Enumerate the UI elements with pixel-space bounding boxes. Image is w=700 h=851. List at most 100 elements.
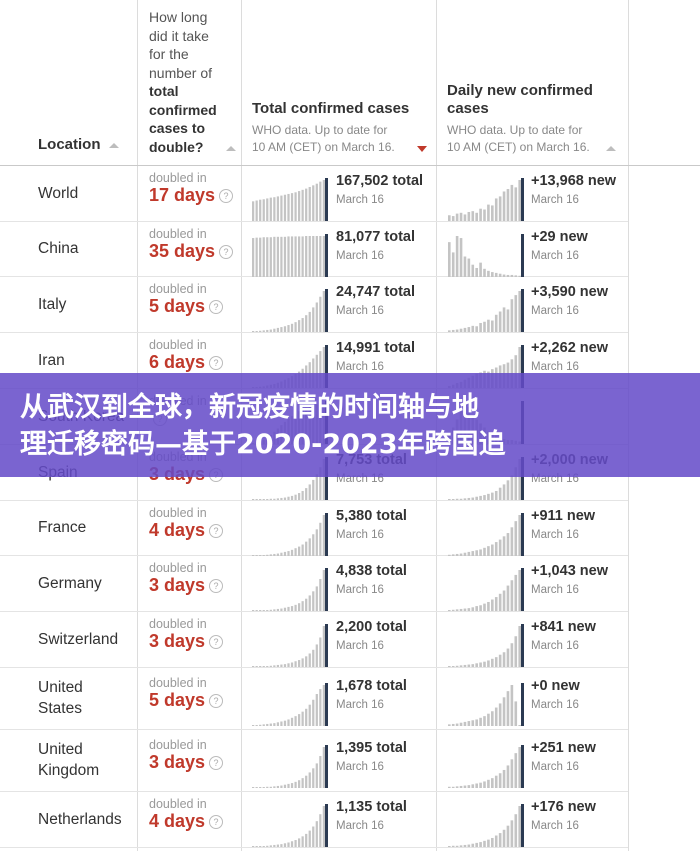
sparkline-bar bbox=[315, 821, 318, 847]
total-cases-sparkline bbox=[252, 512, 328, 556]
sparkline-bar bbox=[451, 845, 455, 847]
sparkline-bar bbox=[463, 785, 467, 788]
sparkline-bar bbox=[451, 666, 455, 667]
doubled-in-label: doubled in bbox=[149, 738, 207, 752]
sparkline-bar bbox=[467, 785, 471, 788]
sparkline-bar bbox=[273, 723, 276, 726]
sparkline-bar bbox=[506, 309, 510, 332]
daily-new-column-header[interactable]: Daily new confirmed bbox=[447, 82, 593, 99]
sparkline-bar bbox=[308, 704, 311, 726]
sparkline-bar bbox=[463, 721, 467, 726]
table-row[interactable]: France doubled in 4 days? 5,380 total March … bbox=[0, 500, 628, 556]
sparkline-bar bbox=[514, 355, 518, 388]
sparkline-bar bbox=[518, 180, 521, 221]
table-row[interactable]: World doubled in 17 days? 167,502 total Marc… bbox=[0, 165, 628, 222]
question-circle-icon[interactable]: ? bbox=[219, 244, 234, 259]
sparkline-bar bbox=[518, 725, 521, 726]
sparkline-bar bbox=[301, 836, 304, 847]
sparkline-bar bbox=[459, 845, 463, 847]
sparkline-bar bbox=[298, 320, 301, 332]
sparkline-bar bbox=[255, 331, 258, 332]
sparkline-bar bbox=[514, 814, 518, 847]
table-row[interactable]: Italy doubled in 5 days? 24,747 total March … bbox=[0, 276, 628, 333]
question-circle-icon[interactable]: ? bbox=[209, 815, 224, 829]
sparkline-bar bbox=[467, 327, 471, 332]
sparkline-bar bbox=[252, 846, 255, 847]
question-circle-icon[interactable]: ? bbox=[209, 356, 224, 370]
sort-triangle-icon[interactable] bbox=[417, 146, 427, 152]
sparkline-bar bbox=[308, 537, 311, 556]
sparkline-bar bbox=[262, 610, 265, 611]
daily-new-subtitle: WHO data. Up to date for bbox=[447, 123, 583, 137]
sparkline-bar bbox=[498, 539, 502, 556]
table-row[interactable]: Netherlands doubled in 4 days? 1,135 total M… bbox=[0, 791, 628, 848]
sparkline-bar bbox=[459, 328, 463, 332]
location-name-line: Netherlands bbox=[38, 810, 122, 828]
sparkline-bar bbox=[448, 666, 451, 667]
location-column-header[interactable]: Location bbox=[38, 136, 119, 153]
sparkline-bar bbox=[308, 484, 311, 500]
sparkline-bar bbox=[322, 235, 325, 277]
question-circle-icon[interactable]: ? bbox=[209, 300, 224, 314]
sort-triangle-icon[interactable] bbox=[108, 142, 119, 148]
sparkline-bar bbox=[502, 769, 506, 788]
location-name: United States bbox=[38, 677, 83, 719]
total-cases-date: March 16 bbox=[336, 820, 384, 832]
total-cases-date: March 16 bbox=[336, 640, 384, 652]
question-circle-icon[interactable]: ? bbox=[209, 635, 224, 649]
table-row[interactable]: Germany doubled in 3 days? 4,838 total March… bbox=[0, 555, 628, 612]
sparkline-bar bbox=[448, 330, 451, 332]
sparkline-bar bbox=[514, 701, 518, 726]
sparkline-bar bbox=[463, 214, 467, 221]
question-circle-icon[interactable]: ? bbox=[209, 694, 224, 708]
sparkline-bar bbox=[315, 644, 318, 667]
sparkline-bar bbox=[471, 843, 475, 847]
sparkline-bar bbox=[301, 544, 304, 556]
doubled-in-value: 17 days? bbox=[149, 185, 234, 206]
daily-new-value: +3,590 new bbox=[531, 284, 608, 300]
sparkline-bar bbox=[255, 554, 258, 556]
sparkline-bar bbox=[322, 514, 325, 556]
table-row[interactable]: China doubled in 35 days? 81,077 total March… bbox=[0, 221, 628, 277]
sparkline-bar bbox=[255, 725, 258, 726]
total-cases-column-header[interactable]: Total confirmed cases bbox=[252, 100, 410, 117]
question-circle-icon[interactable]: ? bbox=[209, 523, 224, 538]
sparkline-bar bbox=[308, 772, 311, 788]
doubling-column-header[interactable]: How long did it take for the number of t… bbox=[149, 9, 217, 155]
sparkline-bar bbox=[312, 235, 315, 277]
sparkline-current-marker bbox=[521, 683, 524, 726]
sparkline-bar bbox=[451, 786, 455, 788]
sparkline-bar bbox=[305, 656, 308, 667]
sort-triangle-icon[interactable] bbox=[606, 146, 616, 151]
table-row[interactable]: United Kingdom doubled in 3 days? 1,395 tota… bbox=[0, 729, 628, 792]
sparkline-bar bbox=[448, 846, 451, 847]
sparkline-bar bbox=[471, 607, 475, 611]
sparkline-bar bbox=[312, 307, 315, 332]
total-cases-date: March 16 bbox=[336, 528, 384, 541]
sparkline-bar bbox=[494, 775, 498, 788]
sparkline-bar bbox=[475, 267, 478, 277]
daily-new-column-header[interactable]: cases bbox=[447, 100, 489, 117]
sparkline-bar bbox=[262, 554, 265, 556]
sparkline-bar bbox=[294, 235, 297, 277]
sparkline-bar bbox=[298, 780, 301, 788]
sparkline-bar bbox=[315, 586, 318, 611]
question-circle-icon[interactable]: ? bbox=[209, 756, 224, 770]
sparkline-bar bbox=[448, 241, 451, 277]
sparkline-bar bbox=[467, 497, 471, 500]
sparkline-current-marker bbox=[521, 457, 524, 500]
sparkline-bar bbox=[262, 787, 265, 788]
sort-triangle-icon[interactable] bbox=[226, 146, 236, 151]
sparkline-bar bbox=[287, 325, 290, 332]
table-row[interactable]: Switzerland doubled in 3 days? 2,200 total M… bbox=[0, 611, 628, 668]
question-circle-icon[interactable]: ? bbox=[219, 189, 234, 203]
doubled-in-value: 6 days? bbox=[149, 352, 224, 373]
question-circle-icon[interactable]: ? bbox=[209, 579, 224, 593]
sparkline-bar bbox=[262, 846, 265, 847]
sparkline-bar bbox=[290, 606, 294, 611]
sparkline-bar bbox=[252, 499, 255, 500]
sparkline-bar bbox=[514, 520, 518, 556]
sparkline-bar bbox=[319, 235, 322, 277]
sparkline-bar bbox=[487, 601, 490, 611]
table-row[interactable]: United States doubled in 5 days? 1,678 total… bbox=[0, 667, 628, 730]
